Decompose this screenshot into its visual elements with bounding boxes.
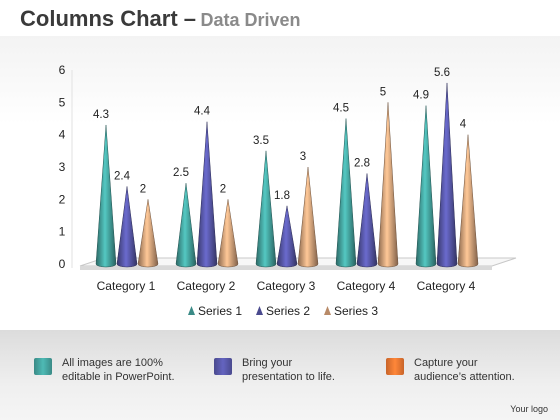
- y-axis: 0 1 2 3 4 5 6: [59, 63, 66, 271]
- cone-bar: [95, 124, 117, 268]
- legend-swatch: [188, 306, 195, 315]
- cone-bar: [137, 199, 159, 268]
- x-tick-label: Category 4: [337, 279, 396, 293]
- plot-area: [95, 82, 479, 268]
- cone-bar: [377, 102, 399, 268]
- x-tick-label: Category 4: [417, 279, 476, 293]
- data-labels: 4.3 2.4 2 2.5 4.4 2 3.5 1.8 3 4.5 2.8 5 4.9 5.6 4: [93, 67, 467, 202]
- feature-text: Capture your audience’s attention.: [414, 356, 515, 384]
- x-tick-label: Category 2: [177, 279, 236, 293]
- cone-bar: [356, 173, 378, 268]
- data-label: 5: [380, 86, 386, 98]
- y-tick-label: 4: [59, 128, 66, 142]
- data-label: 4: [460, 119, 467, 131]
- legend-swatch: [324, 306, 331, 315]
- legend-label: Series 3: [334, 304, 378, 318]
- cone-bar: [196, 121, 218, 268]
- cone-bar: [415, 105, 437, 268]
- cone-bar: [297, 166, 319, 268]
- cone-bar: [457, 134, 479, 268]
- y-tick-label: 6: [59, 63, 66, 77]
- legend: Series 1 Series 2 Series 3: [188, 304, 378, 318]
- cone-bar: [436, 82, 458, 268]
- data-label: 2.8: [354, 157, 370, 169]
- data-label: 2.5: [173, 167, 189, 179]
- data-label: 5.6: [434, 67, 450, 79]
- x-axis: Category 1 Category 2 Category 3 Category 4…: [97, 279, 476, 293]
- feature-text: All images are 100% editable in PowerPoi…: [62, 356, 175, 384]
- x-tick-label: Category 3: [257, 279, 316, 293]
- cone-bar: [276, 205, 298, 268]
- data-label: 4.5: [333, 103, 349, 115]
- logo-text: Your logo: [510, 404, 548, 414]
- data-label: 4.4: [194, 106, 211, 118]
- cone-bar: [255, 150, 277, 268]
- y-tick-label: 2: [59, 192, 66, 206]
- cone-bar: [335, 118, 357, 268]
- cone-chart: 0 1 2 3 4 5 6 4.3 2.4 2 2.5 4.4 2 3.5 1.8 3 4.5 2.8 5 4.9 5…: [59, 63, 517, 318]
- title-sub: Data Driven: [200, 10, 301, 30]
- legend-item: Series 2: [256, 304, 310, 318]
- y-tick-label: 0: [59, 257, 66, 271]
- footer-banner: All images are 100% editable in PowerPoi…: [0, 330, 560, 420]
- feature-line: All images are 100%: [62, 357, 163, 369]
- data-label: 2: [140, 183, 146, 195]
- page-title: Columns Chart – Data Driven: [20, 6, 301, 36]
- feature-line: editable in PowerPoint.: [62, 371, 175, 383]
- feature-text: Bring your presentation to life.: [242, 356, 335, 384]
- legend-item: Series 1: [188, 304, 242, 318]
- cone-bar: [217, 199, 239, 268]
- feature-line: audience’s attention.: [414, 371, 515, 383]
- feature-line: Capture your: [414, 357, 478, 369]
- orange-swatch-icon: [386, 358, 404, 375]
- y-tick-label: 3: [59, 160, 66, 174]
- x-tick-label: Category 1: [97, 279, 156, 293]
- y-tick-label: 1: [59, 225, 66, 239]
- legend-swatch: [256, 306, 263, 315]
- data-label: 3: [300, 151, 306, 163]
- teal-swatch-icon: [34, 358, 52, 375]
- y-tick-label: 5: [59, 95, 66, 109]
- legend-label: Series 2: [266, 304, 310, 318]
- legend-label: Series 1: [198, 304, 242, 318]
- chart-area: 0 1 2 3 4 5 6 4.3 2.4 2 2.5 4.4 2 3.5 1.8 3 4.5 2.8 5 4.9 5…: [0, 36, 560, 330]
- title-main: Columns Chart –: [20, 6, 197, 31]
- data-label: 2.4: [114, 170, 131, 182]
- data-label: 1.8: [274, 190, 290, 202]
- cone-bar: [116, 186, 138, 268]
- data-label: 4.3: [93, 109, 109, 121]
- legend-item: Series 3: [324, 304, 378, 318]
- cone-bar: [175, 183, 197, 268]
- data-label: 2: [220, 183, 226, 195]
- feature-line: Bring your: [242, 357, 293, 369]
- feature-line: presentation to life.: [242, 371, 335, 383]
- purple-swatch-icon: [214, 358, 232, 375]
- data-label: 3.5: [253, 135, 269, 147]
- data-label: 4.9: [413, 90, 429, 102]
